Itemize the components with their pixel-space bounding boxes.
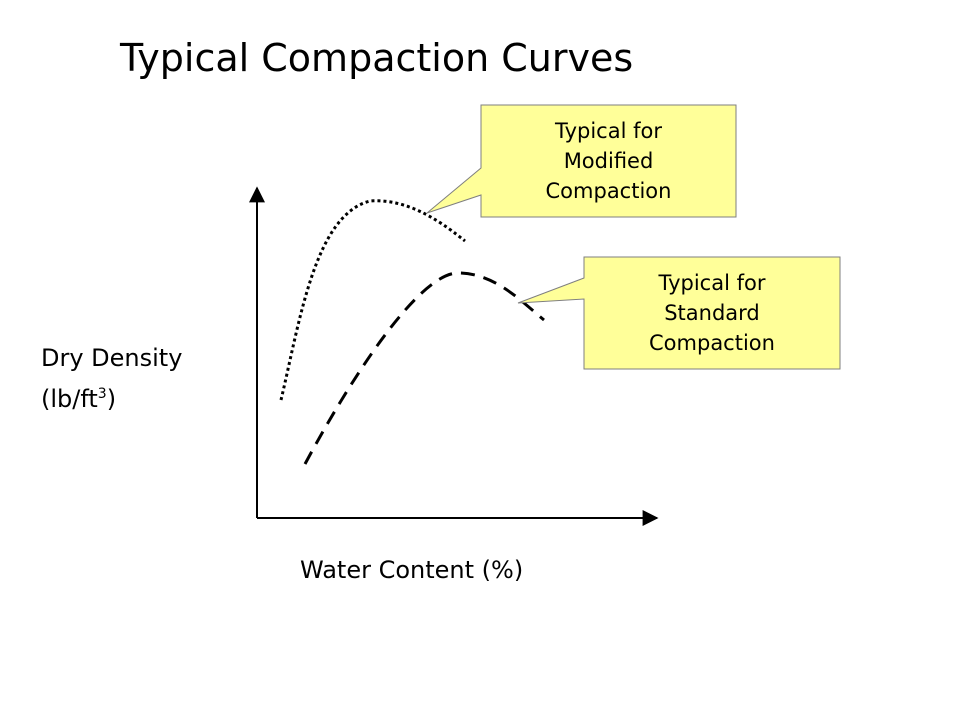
callout-standard-shape — [517, 256, 841, 370]
y-axis-unit-suffix: ) — [106, 385, 117, 413]
callout-modified-text: Typical for Modified Compaction — [545, 119, 672, 203]
y-axis-label-line2: (lb/ft3) — [41, 376, 182, 417]
y-axis-unit-superscript: 3 — [97, 386, 107, 402]
y-axis-label: Dry Density (lb/ft3) — [41, 340, 182, 417]
y-axis-label-line1: Dry Density — [41, 344, 183, 372]
x-axis-label: Water Content (%) — [300, 556, 524, 584]
diagram-title: Typical Compaction Curves — [120, 36, 634, 80]
callout-modified: Typical for Modified Compaction — [481, 105, 736, 217]
y-axis-unit-prefix: (lb/ft — [41, 385, 98, 413]
callout-standard: Typical for Standard Compaction — [584, 257, 840, 369]
callout-modified-shape — [426, 104, 737, 218]
callout-standard-text: Typical for Standard Compaction — [649, 271, 775, 355]
standard-compaction-curve — [303, 271, 545, 465]
modified-compaction-curve — [279, 199, 466, 401]
